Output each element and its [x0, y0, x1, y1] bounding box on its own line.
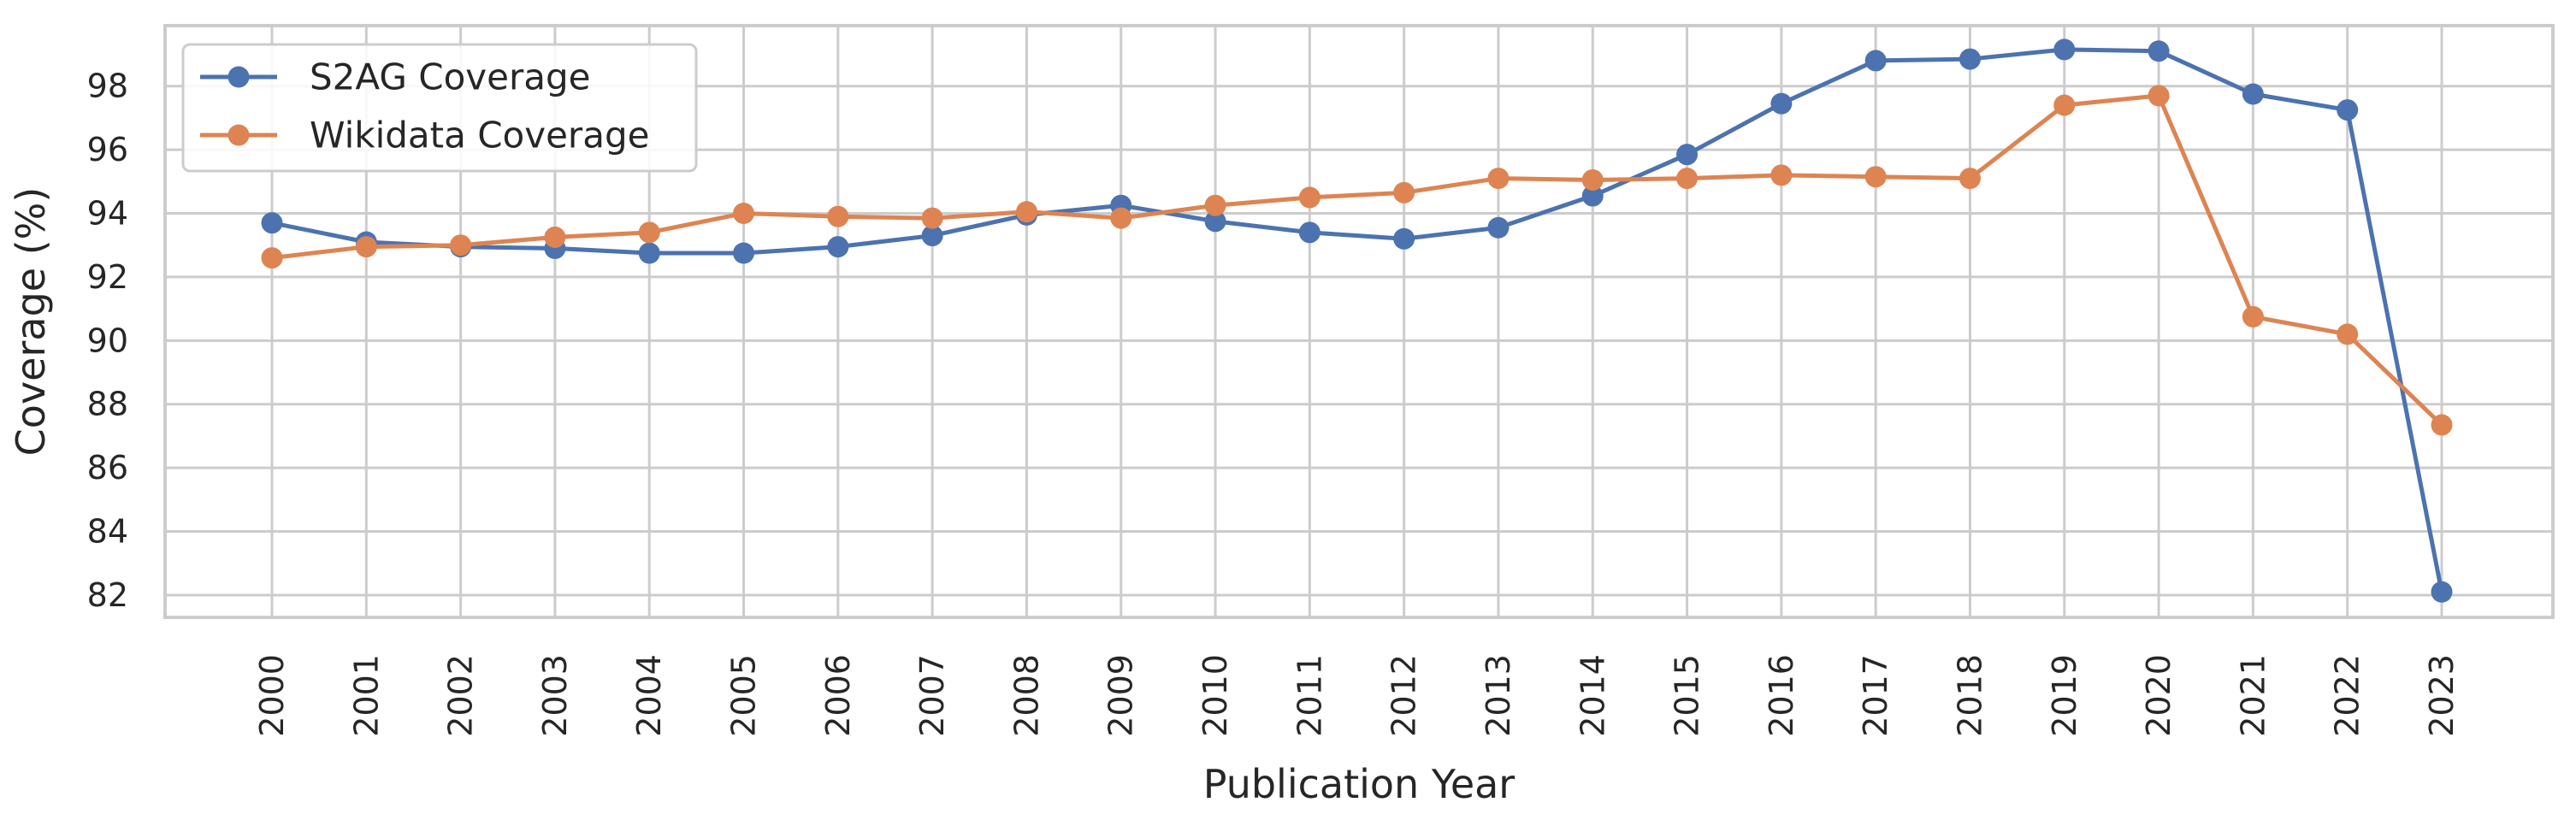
x-tick-label: 2005	[725, 654, 763, 737]
series-layer	[261, 38, 2453, 603]
data-point	[827, 205, 849, 227]
x-tick-label: 2000	[253, 654, 291, 737]
x-tick-label: 2016	[1763, 654, 1800, 737]
data-point	[1110, 207, 1132, 229]
grid-lines	[165, 26, 2553, 617]
y-tick-label: 84	[87, 513, 128, 551]
data-point	[1487, 168, 1510, 190]
y-axis-title: Coverage (%)	[8, 187, 54, 457]
x-tick-label: 2014	[1574, 654, 1611, 737]
x-axis-title: Publication Year	[1203, 761, 1515, 807]
x-tick-label: 2019	[2046, 654, 2083, 737]
x-tick-label: 2004	[630, 654, 668, 737]
data-point	[2337, 323, 2359, 345]
x-tick-label: 2002	[442, 654, 480, 737]
data-point	[355, 236, 377, 258]
data-point	[638, 242, 660, 264]
x-tick-label: 2021	[2234, 654, 2272, 737]
data-point	[1959, 168, 1981, 190]
legend: S2AG Coverage Wikidata Coverage	[181, 43, 698, 173]
series-line	[271, 93, 2443, 427]
data-point	[1770, 164, 1793, 186]
data-point	[1487, 216, 1510, 239]
data-point	[544, 226, 566, 248]
x-tick-label: 2009	[1102, 654, 1140, 737]
data-point	[1864, 166, 1887, 188]
x-tick-label: 2015	[1669, 654, 1706, 737]
data-point	[1581, 168, 1604, 191]
x-tick-label: 2013	[1480, 654, 1517, 737]
x-tick-label: 2022	[2329, 654, 2366, 737]
y-tick-label: 98	[87, 68, 128, 105]
data-point	[1298, 186, 1320, 209]
data-point	[827, 236, 849, 258]
data-point	[2148, 40, 2170, 62]
x-tick-label: 2023	[2423, 654, 2461, 737]
data-point	[638, 221, 660, 244]
x-tick-label: 2011	[1291, 654, 1328, 737]
data-point	[2242, 305, 2264, 327]
x-tick-label: 2017	[1857, 654, 1894, 737]
tick-labels: 2000 2001 2002 2003 2004 2005 2006 2007 2008 2009…	[87, 68, 2461, 737]
plot-frame	[163, 24, 2555, 619]
x-tick-label: 2001	[347, 654, 385, 737]
data-point	[2148, 85, 2170, 107]
data-point	[1676, 168, 1699, 190]
x-tick-label: 2012	[1385, 654, 1423, 737]
data-point	[450, 234, 472, 257]
data-point	[2431, 414, 2453, 436]
data-point	[921, 225, 943, 247]
data-point	[733, 242, 755, 264]
legend-label: Wikidata Coverage	[310, 115, 649, 156]
y-tick-label: 86	[87, 449, 128, 487]
data-point	[1959, 48, 1981, 70]
data-point	[1015, 201, 1037, 223]
data-point	[2337, 99, 2359, 121]
data-point	[2053, 38, 2076, 61]
data-point	[1204, 194, 1226, 216]
data-point	[1676, 144, 1699, 166]
data-point	[1581, 185, 1604, 207]
y-tick-label: 82	[87, 576, 128, 614]
data-point	[1864, 50, 1887, 72]
data-point	[261, 247, 283, 269]
data-point	[2431, 581, 2453, 603]
series-1	[261, 85, 2453, 436]
legend-label: S2AG Coverage	[310, 56, 591, 98]
data-point	[1393, 181, 1415, 204]
data-point	[1393, 227, 1415, 250]
series-line	[271, 47, 2444, 593]
data-point	[2053, 94, 2076, 116]
data-point	[1770, 92, 1793, 115]
data-point	[1204, 210, 1226, 233]
x-tick-label: 2006	[819, 654, 857, 737]
x-tick-label: 2020	[2140, 654, 2177, 737]
data-point	[261, 212, 283, 234]
x-tick-label: 2008	[1007, 654, 1045, 737]
x-tick-label: 2018	[1951, 654, 1988, 737]
data-point	[2242, 83, 2264, 105]
data-point	[733, 203, 755, 225]
legend-marker	[227, 124, 250, 146]
data-point	[1298, 221, 1320, 244]
data-point	[921, 207, 943, 229]
y-tick-label: 90	[87, 322, 128, 359]
x-tick-label: 2010	[1196, 654, 1234, 737]
x-tick-label: 2007	[913, 654, 951, 737]
y-tick-label: 92	[87, 258, 128, 296]
y-tick-label: 88	[87, 386, 128, 423]
legend-box	[181, 43, 698, 173]
x-tick-label: 2003	[536, 654, 574, 737]
legend-marker	[227, 66, 250, 88]
y-tick-label: 96	[87, 131, 128, 168]
y-tick-label: 94	[87, 195, 128, 233]
